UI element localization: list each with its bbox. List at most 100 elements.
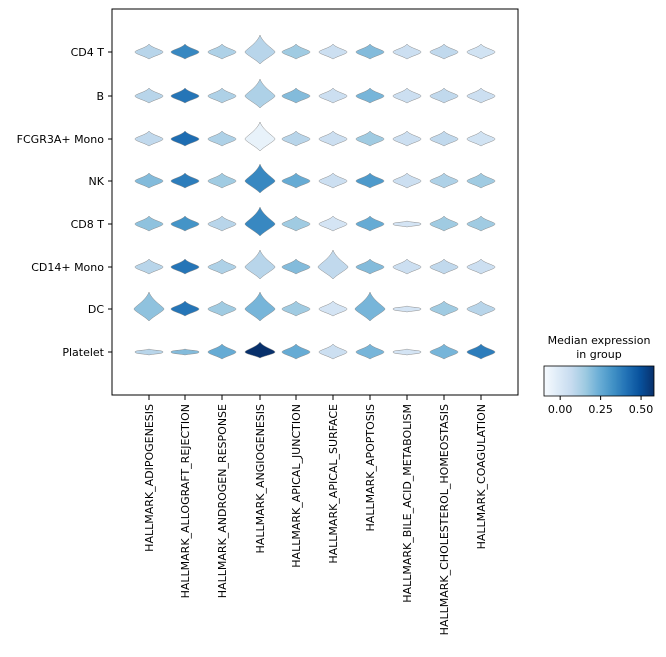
y-tick-label: CD8 T (71, 218, 105, 231)
x-tick-label: HALLMARK_APICAL_JUNCTION (290, 404, 303, 568)
violin-fcgr3a-mono-5 (281, 130, 311, 147)
violin-dc-10 (466, 300, 496, 317)
violin-fcgr3a-mono-4 (244, 121, 276, 152)
violin-cd4-t-4 (244, 34, 276, 65)
y-tick-label: CD14+ Mono (31, 261, 104, 274)
violin-fcgr3a-mono-1 (134, 130, 164, 147)
colorbar-tick-label: 0.00 (548, 403, 573, 416)
violin-dc-5 (281, 300, 311, 317)
plot-frame (111, 8, 519, 396)
violin-cd4-t-5 (281, 43, 311, 60)
violin-cd14-mono-6 (317, 249, 349, 280)
x-tick-label: HALLMARK_ANGIOGENESIS (254, 404, 267, 553)
violin-cd8-t-5 (281, 215, 311, 232)
violin-cd14-mono-7 (355, 258, 385, 275)
violin-platelet-7 (355, 343, 385, 360)
violin-b-6 (318, 87, 348, 104)
violin-platelet-4 (244, 341, 276, 359)
violin-platelet-8 (392, 348, 422, 356)
violin-cd8-t-3 (207, 215, 237, 232)
violin-b-8 (392, 87, 422, 104)
violin-layer (133, 34, 496, 360)
violin-platelet-1 (134, 348, 164, 356)
violin-b-5 (281, 87, 311, 104)
violin-b-2 (170, 87, 200, 104)
violin-cd4-t-9 (429, 43, 459, 60)
violin-dc-8 (392, 305, 422, 313)
violin-cd8-t-2 (170, 215, 200, 232)
violin-nk-3 (207, 172, 237, 189)
violin-b-7 (355, 87, 385, 104)
violin-cd8-t-1 (134, 215, 164, 232)
y-tick-label: CD4 T (71, 46, 105, 59)
violin-nk-4 (244, 163, 276, 194)
violin-cd8-t-10 (466, 215, 496, 232)
violin-nk-1 (134, 172, 164, 189)
violin-fcgr3a-mono-10 (466, 130, 496, 147)
violin-platelet-9 (429, 343, 459, 360)
violin-cd4-t-3 (207, 43, 237, 60)
x-tick-label: HALLMARK_ANDROGEN_RESPONSE (216, 404, 229, 598)
y-tick-label: B (96, 90, 104, 103)
violin-cd4-t-6 (318, 43, 348, 60)
violin-cd4-t-2 (170, 43, 200, 60)
violin-cd14-mono-1 (134, 258, 164, 275)
violin-platelet-2 (170, 348, 200, 356)
violin-dc-4 (244, 291, 276, 322)
colorbar-title-line1: Median expression (548, 334, 651, 347)
violin-cd14-mono-3 (207, 258, 237, 275)
colorbar-tick-label: 0.25 (588, 403, 613, 416)
colorbar-tick-label: 0.50 (629, 403, 654, 416)
violin-nk-10 (466, 172, 496, 189)
y-tick-labels: CD4 T B FCGR3A+ Mono NK CD8 T CD14+ Mono DC Pla… (17, 46, 112, 359)
y-tick-label: Platelet (62, 346, 104, 359)
violin-dc-1 (133, 291, 165, 322)
violin-cd8-t-7 (355, 215, 385, 232)
violin-cd4-t-8 (392, 43, 422, 60)
violin-cd14-mono-9 (429, 258, 459, 275)
violin-fcgr3a-mono-6 (318, 130, 348, 147)
colorbar-ticks: 0.00 0.25 0.50 (548, 396, 653, 416)
violin-dc-9 (429, 300, 459, 317)
violin-cd4-t-1 (134, 43, 164, 60)
colorbar: Median expression in group 0.00 0.25 0.50 (543, 334, 655, 416)
colorbar-title-line2: in group (576, 348, 621, 361)
violin-nk-6 (318, 172, 348, 189)
violin-nk-2 (170, 172, 200, 189)
violin-b-9 (429, 87, 459, 104)
violin-platelet-5 (281, 343, 311, 360)
x-tick-label: HALLMARK_BILE_ACID_METABOLISM (401, 404, 414, 603)
violin-cd8-t-4 (244, 206, 276, 237)
violin-nk-5 (281, 172, 311, 189)
violin-fcgr3a-mono-7 (355, 130, 385, 147)
x-tick-label: HALLMARK_COAGULATION (475, 404, 488, 549)
x-tick-label: HALLMARK_ALLOGRAFT_REJECTION (179, 404, 192, 598)
violin-cd8-t-6 (318, 215, 348, 232)
violin-fcgr3a-mono-8 (392, 130, 422, 147)
violin-platelet-10 (466, 343, 496, 360)
violin-dc-3 (207, 300, 237, 317)
violin-platelet-6 (318, 343, 348, 360)
violin-dc-7 (354, 291, 386, 322)
violin-b-10 (466, 87, 496, 104)
violin-b-3 (207, 87, 237, 104)
violin-cd14-mono-5 (281, 258, 311, 275)
y-tick-label: NK (89, 175, 105, 188)
x-tick-labels: HALLMARK_ADIPOGENESIS HALLMARK_ALLOGRAFT_… (143, 395, 488, 635)
violin-cd14-mono-2 (170, 258, 200, 275)
violin-nk-8 (392, 172, 422, 189)
violin-b-1 (134, 87, 164, 104)
violin-dc-2 (170, 300, 200, 317)
violin-b-4 (244, 78, 276, 109)
violin-platelet-3 (207, 343, 237, 360)
violin-cd8-t-9 (429, 215, 459, 232)
violin-cd4-t-7 (355, 43, 385, 60)
violin-fcgr3a-mono-3 (207, 130, 237, 147)
x-tick-label: HALLMARK_APICAL_SURFACE (327, 404, 340, 564)
violin-fcgr3a-mono-9 (429, 130, 459, 147)
y-tick-label: DC (88, 303, 104, 316)
y-tick-label: FCGR3A+ Mono (17, 133, 105, 146)
violin-nk-7 (355, 172, 385, 189)
x-tick-label: HALLMARK_CHOLESTEROL_HOMEOSTASIS (438, 404, 451, 635)
